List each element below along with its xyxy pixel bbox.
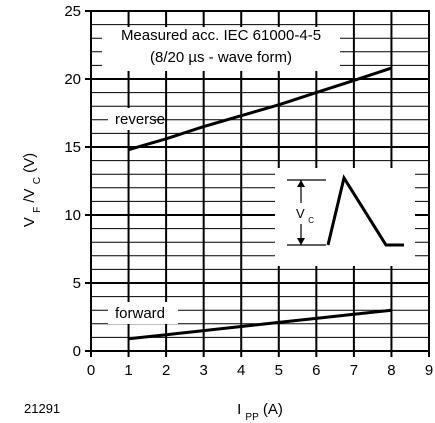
y-axis-label-sub-2: C: [32, 177, 43, 184]
x-tick-label: 7: [350, 362, 358, 379]
annotation-line-1: Measured acc. IEC 61000-4-5: [121, 27, 321, 44]
y-tick-label: 5: [73, 275, 81, 292]
x-axis-label-sub: PP: [245, 412, 259, 423]
y-axis-label: V F /V C (V): [21, 153, 43, 227]
x-tick-label: 5: [275, 362, 283, 379]
x-tick-label: 0: [87, 362, 95, 379]
y-axis-label-part-2: /V: [21, 188, 38, 202]
x-axis-label-main: I: [237, 401, 241, 418]
x-axis-label-unit: (A): [263, 401, 283, 418]
inset-waveform: V C: [275, 168, 415, 266]
y-tick-label: 20: [64, 71, 81, 88]
plot-frame: [90, 10, 430, 352]
x-tick-label: 6: [312, 362, 320, 379]
series-label-forward: forward: [115, 305, 165, 322]
annotation-line-2: (8/20 µs - wave form): [150, 49, 292, 66]
inset-background: [275, 168, 415, 266]
inset-vc-label-sub: C: [308, 216, 314, 225]
x-axis-label: I PP (A): [237, 401, 283, 423]
inset-waveform-line: [326, 174, 404, 247]
series-layer: [102, 27, 392, 341]
series-line-reverse: [128, 66, 392, 152]
y-tick-label: 15: [64, 139, 81, 156]
series-label-reverse: reverse: [115, 111, 165, 128]
inset-vc-label-main: V: [296, 206, 305, 221]
y-axis-label-unit: (V): [21, 153, 38, 173]
y-tick-label: 0: [73, 343, 81, 360]
y-axis-label-part-1: V: [21, 217, 38, 227]
x-tick-label: 2: [162, 362, 170, 379]
y-tick-label: 25: [64, 3, 81, 20]
x-tick-label: 9: [425, 362, 433, 379]
y-axis-label-sub-1: F: [32, 207, 43, 213]
series-label-reverse-background: [108, 108, 153, 130]
x-tick-label: 3: [199, 362, 207, 379]
series-line-forward: [128, 308, 392, 341]
figure-id: 21291: [24, 401, 60, 416]
annotation-background: [102, 27, 340, 71]
x-tick-label: 4: [237, 362, 245, 379]
inset-vc-label: V C: [296, 206, 314, 225]
inset-vc-arrowhead-down: [297, 238, 305, 245]
series-label-forward-background: [108, 302, 178, 324]
x-tick-label: 1: [124, 362, 132, 379]
x-tick-label: 8: [387, 362, 395, 379]
y-tick-label: 10: [64, 207, 81, 224]
axis-layer: 0 5 10 15 20 25 0 1 2 3 4 5 6 7 8 9: [64, 3, 433, 379]
inset-vc-arrowhead-up: [297, 180, 305, 187]
